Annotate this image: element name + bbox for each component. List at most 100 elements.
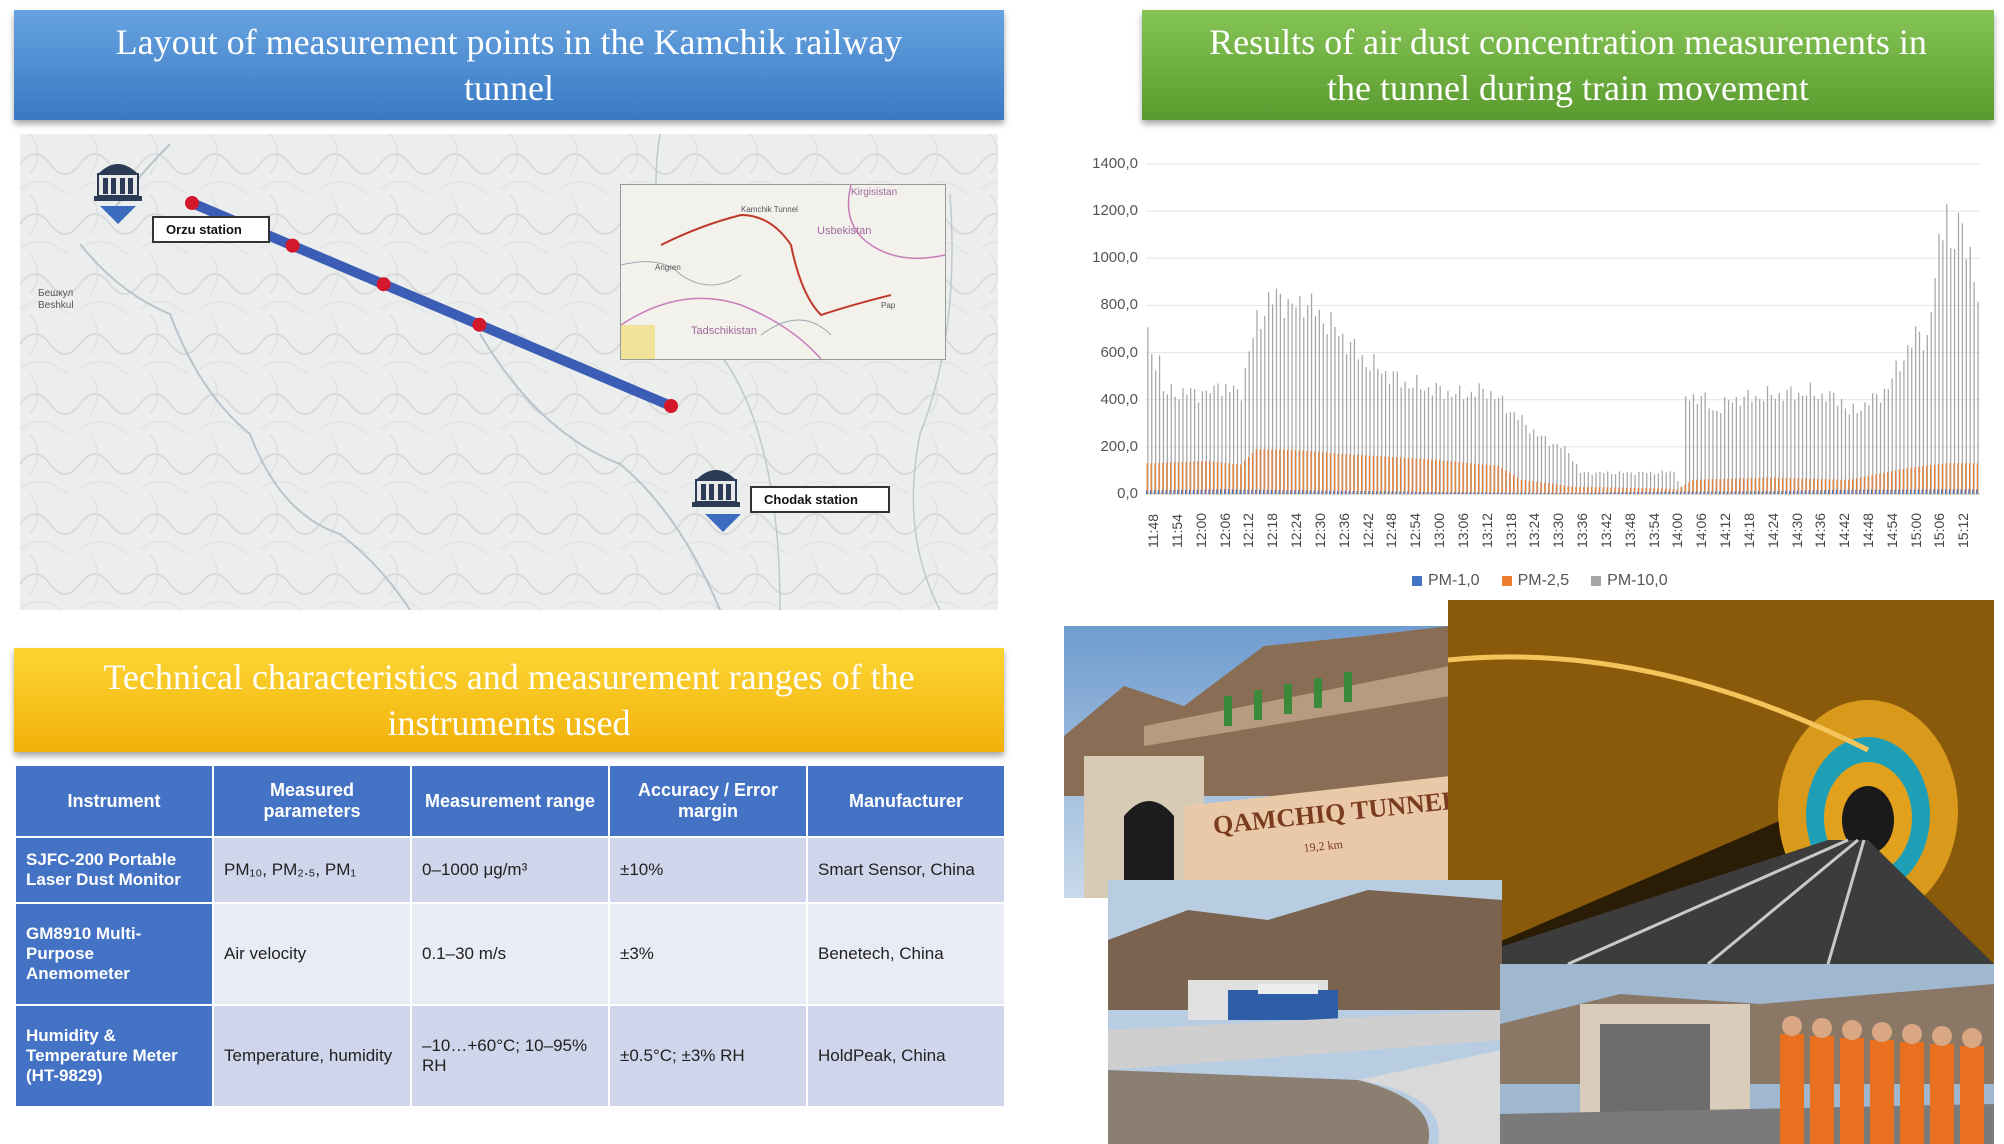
bar-pm-1-0 <box>1196 489 1198 494</box>
manufacturer: Benetech, China <box>806 902 1006 1006</box>
x-tick-label: 15:06 <box>1931 512 1948 548</box>
manufacturer: Smart Sensor, China <box>806 836 1006 904</box>
bar-pm-2-5 <box>1614 487 1616 494</box>
bar-pm-2-5 <box>1372 455 1374 494</box>
bar-pm-2-5 <box>1692 479 1694 494</box>
bar-pm-2-5 <box>1832 479 1834 494</box>
bar-pm-2-5 <box>1263 449 1265 494</box>
bar-pm-1-0 <box>1699 491 1701 494</box>
bar-pm-10-0 <box>1649 471 1652 494</box>
bar-pm-2-5 <box>1150 463 1152 494</box>
bar-pm-2-5 <box>1170 462 1172 494</box>
x-tick-label: 13:54 <box>1645 512 1662 548</box>
x-tick-label: 14:36 <box>1812 512 1829 548</box>
bar-pm-10-0 <box>1291 303 1293 494</box>
accuracy: ±0.5°C; ±3% RH <box>608 1004 808 1108</box>
measurement-point <box>376 277 391 292</box>
bar-pm-2-5 <box>1618 487 1620 494</box>
bar-pm-10-0 <box>1950 248 1952 494</box>
bar-pm-1-0 <box>1255 489 1257 494</box>
bar-pm-2-5 <box>1197 461 1199 494</box>
bar-pm-1-0 <box>1368 491 1370 494</box>
bar-pm-2-5 <box>1758 477 1760 494</box>
bar-pm-2-5 <box>1828 479 1830 494</box>
bar-pm-2-5 <box>1512 475 1515 494</box>
bar-pm-1-0 <box>1964 489 1966 494</box>
bar-pm-2-5 <box>1797 478 1799 494</box>
x-tick-label: 12:48 <box>1383 512 1400 548</box>
bar-pm-1-0 <box>1200 489 1202 494</box>
bar-pm-2-5 <box>1458 462 1460 494</box>
bar-pm-1-0 <box>1613 492 1615 494</box>
bar-pm-2-5 <box>1181 461 1183 494</box>
bar-pm-2-5 <box>1357 454 1359 494</box>
bar-pm-10-0 <box>1478 383 1480 494</box>
bar-pm-10-0 <box>1209 393 1211 494</box>
bar-pm-2-5 <box>1820 479 1823 494</box>
manufacturer: HoldPeak, China <box>806 1004 1006 1108</box>
bar-pm-10-0 <box>1903 360 1905 494</box>
bar-pm-2-5 <box>1177 462 1180 494</box>
bar-pm-2-5 <box>1715 479 1717 494</box>
bar-pm-1-0 <box>1161 490 1163 494</box>
bar-pm-1-0 <box>1679 491 1682 494</box>
bar-pm-10-0 <box>1782 400 1784 494</box>
bar-pm-2-5 <box>1403 457 1406 494</box>
bar-pm-1-0 <box>1952 489 1954 494</box>
bar-pm-1-0 <box>1812 490 1814 494</box>
x-tick-label: 11:48 <box>1145 514 1162 548</box>
bar-pm-1-0 <box>1726 491 1728 494</box>
bar-pm-1-0 <box>1294 490 1296 494</box>
bar-pm-10-0 <box>1318 309 1320 494</box>
bar-pm-1-0 <box>1800 490 1802 494</box>
bar-pm-1-0 <box>1348 490 1350 494</box>
layout-title-line2: tunnel <box>464 68 554 108</box>
bar-pm-10-0 <box>1720 413 1722 494</box>
bar-pm-1-0 <box>1434 491 1436 494</box>
bar-pm-2-5 <box>1279 449 1281 494</box>
bar-pm-2-5 <box>1762 477 1764 494</box>
measurement-range: –10…+60°C; 10–95% RH <box>410 1004 610 1108</box>
x-tick-label: 15:12 <box>1955 512 1972 548</box>
bar-pm-2-5 <box>1399 457 1402 494</box>
bar-pm-10-0 <box>1470 391 1472 494</box>
bar-pm-1-0 <box>1859 489 1861 494</box>
bar-pm-1-0 <box>1590 492 1592 494</box>
x-tick-label: 13:12 <box>1478 512 1495 548</box>
bar-pm-10-0 <box>1155 370 1157 494</box>
bar-pm-10-0 <box>1322 323 1324 494</box>
bar-pm-10-0 <box>1334 326 1336 494</box>
bar-pm-2-5 <box>1427 459 1429 494</box>
bar-pm-2-5 <box>1536 481 1538 494</box>
bar-pm-2-5 <box>1267 449 1269 494</box>
legend-swatch <box>1501 576 1512 586</box>
bar-pm-1-0 <box>1372 491 1374 494</box>
bar-pm-1-0 <box>1508 492 1510 494</box>
bar-pm-10-0 <box>1427 387 1430 494</box>
bar-pm-1-0 <box>1730 491 1732 494</box>
bar-pm-2-5 <box>1703 479 1706 494</box>
bar-pm-1-0 <box>1551 492 1553 494</box>
bar-pm-1-0 <box>1270 489 1272 494</box>
inset-tajikistan-label: Tadschikistan <box>691 325 758 337</box>
bar-pm-2-5 <box>1224 462 1226 494</box>
bar-pm-2-5 <box>1583 487 1585 494</box>
bar-pm-2-5 <box>1236 464 1238 494</box>
bar-pm-10-0 <box>1692 394 1695 494</box>
legend-swatch <box>1412 576 1422 586</box>
bar-pm-1-0 <box>1757 491 1760 494</box>
bar-pm-2-5 <box>1396 457 1398 494</box>
bar-pm-2-5 <box>1587 487 1589 494</box>
bar-pm-2-5 <box>1824 479 1826 494</box>
bar-pm-2-5 <box>1505 470 1507 494</box>
bar-pm-2-5 <box>1489 465 1491 494</box>
bar-pm-2-5 <box>1407 457 1409 494</box>
bar-pm-2-5 <box>1890 471 1893 494</box>
bar-pm-10-0 <box>1876 394 1878 494</box>
bar-pm-1-0 <box>1492 492 1495 494</box>
bar-pm-1-0 <box>1796 490 1799 494</box>
bar-pm-10-0 <box>1346 354 1348 494</box>
x-tick-label: 12:12 <box>1240 512 1257 548</box>
bar-pm-1-0 <box>1153 490 1156 494</box>
bar-pm-1-0 <box>1535 492 1537 494</box>
